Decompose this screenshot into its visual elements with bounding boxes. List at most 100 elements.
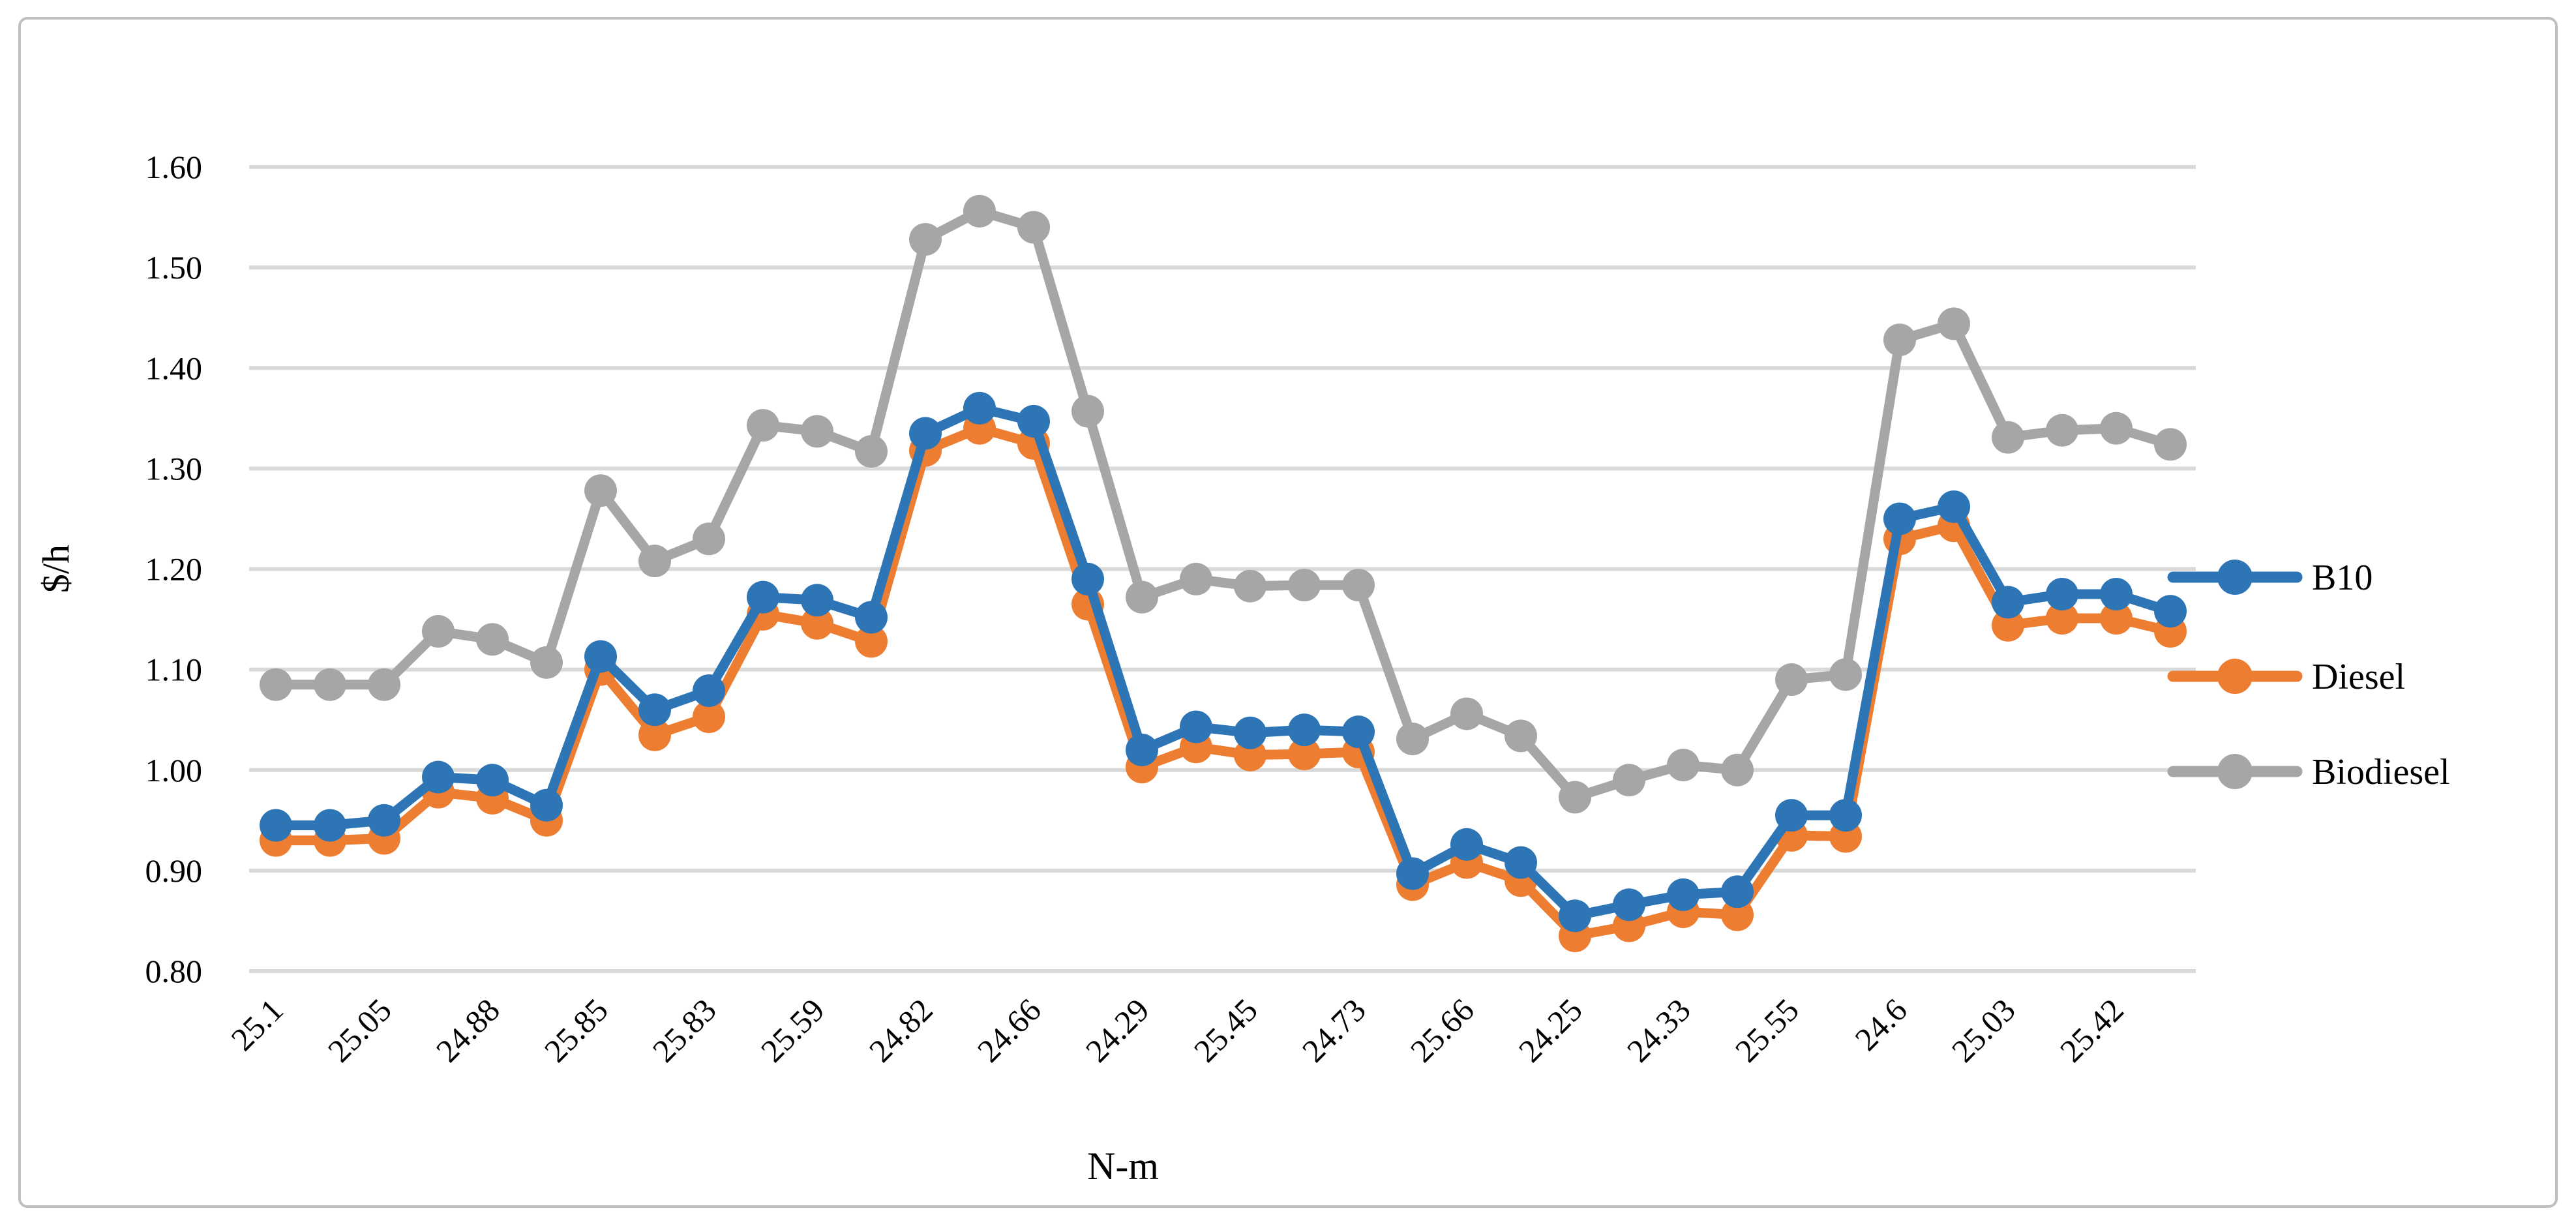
data-point-b10: [909, 417, 942, 450]
data-point-biodiesel: [530, 646, 563, 679]
y-tick-label: 1.30: [145, 450, 203, 487]
data-point-biodiesel: [909, 222, 942, 256]
data-point-biodiesel: [1450, 697, 1483, 730]
data-point-biodiesel: [1180, 562, 1212, 595]
data-point-biodiesel: [368, 668, 400, 701]
data-point-biodiesel: [1505, 719, 1537, 753]
data-point-biodiesel: [693, 522, 725, 556]
y-tick-label: 1.60: [145, 149, 203, 185]
data-point-biodiesel: [638, 545, 671, 578]
data-point-diesel: [693, 700, 725, 734]
data-point-biodiesel: [1234, 569, 1266, 603]
data-point-biodiesel: [1883, 323, 1916, 357]
data-point-b10: [1288, 713, 1321, 747]
data-point-b10: [422, 760, 455, 794]
data-point-biodiesel: [584, 474, 617, 507]
figure-border: [18, 17, 2558, 1208]
x-axis-title: N-m: [1087, 1145, 1159, 1188]
data-point-biodiesel: [2154, 428, 2187, 461]
data-point-b10: [747, 580, 779, 614]
data-point-b10: [1829, 799, 1862, 832]
data-point-biodiesel: [747, 409, 779, 442]
data-point-biodiesel: [1829, 658, 1862, 691]
data-point-biodiesel: [801, 415, 833, 448]
gridlines-layer: [249, 165, 2196, 973]
series-layer: [260, 194, 2187, 953]
data-point-b10: [1559, 899, 1591, 933]
data-point-b10: [2154, 595, 2187, 628]
data-point-b10: [693, 674, 725, 707]
data-point-b10: [1613, 888, 1645, 922]
y-tick-label: 1.20: [145, 551, 203, 588]
data-point-diesel: [855, 625, 888, 658]
data-point-b10: [1017, 404, 1050, 438]
y-tick-label: 1.10: [145, 652, 203, 688]
series-line-b10: [271, 403, 2176, 921]
data-point-b10: [1071, 562, 1104, 595]
data-point-b10: [314, 809, 346, 842]
data-point-biodiesel: [1126, 580, 1158, 614]
data-point-biodiesel: [260, 668, 292, 701]
legend-marker-b10: [2217, 560, 2253, 595]
y-tick-label: 0.80: [145, 953, 203, 989]
data-point-diesel: [801, 607, 833, 640]
data-point-b10: [1667, 878, 1700, 911]
legend-item-diesel: Diesel: [2167, 657, 2405, 697]
data-point-b10: [1721, 875, 1754, 908]
data-point-b10: [855, 601, 888, 634]
data-point-b10: [1180, 710, 1212, 743]
data-point-biodiesel: [1992, 421, 2024, 454]
data-point-biodiesel: [1396, 722, 1429, 755]
data-point-biodiesel: [422, 615, 455, 648]
data-point-b10: [1342, 715, 1375, 749]
legend-marker-biodiesel: [2217, 754, 2253, 789]
data-point-b10: [1126, 733, 1158, 766]
data-point-biodiesel: [1342, 569, 1375, 602]
data-point-b10: [963, 391, 996, 425]
data-point-biodiesel: [1721, 753, 1754, 787]
data-point-biodiesel: [1071, 395, 1104, 428]
data-point-biodiesel: [1559, 781, 1591, 814]
data-point-biodiesel: [1017, 211, 1050, 244]
data-point-b10: [1450, 828, 1483, 861]
data-point-b10: [530, 788, 563, 822]
data-point-b10: [1775, 799, 1808, 832]
data-point-b10: [2100, 578, 2133, 611]
y-axis-title: $/h: [35, 545, 77, 593]
data-point-biodiesel: [1613, 764, 1645, 797]
series-line-biodiesel: [271, 206, 2176, 802]
data-point-b10: [1883, 502, 1916, 535]
data-point-b10: [638, 693, 671, 727]
data-point-diesel: [1992, 608, 2024, 642]
legend-item-b10: B10: [2167, 558, 2373, 598]
y-tick-label: 1.50: [145, 249, 203, 286]
legend-label-b10: B10: [2312, 558, 2373, 598]
data-point-b10: [1938, 490, 1970, 523]
data-point-b10: [2046, 578, 2078, 611]
legend-item-biodiesel: Biodiesel: [2167, 752, 2450, 792]
y-tick-labels: 0.80 0.90 1.00 1.10 1.20 1.30 1.40 1.50 1.60: [145, 149, 203, 989]
data-point-b10: [1396, 857, 1429, 890]
y-tick-label: 1.40: [145, 350, 203, 386]
data-point-biodiesel: [476, 623, 509, 656]
legend-label-diesel: Diesel: [2312, 657, 2405, 697]
data-point-biodiesel: [963, 194, 996, 228]
data-point-biodiesel: [1667, 749, 1700, 782]
legend-marker-diesel: [2217, 659, 2253, 694]
data-point-b10: [260, 809, 292, 842]
legend-label-biodiesel: Biodiesel: [2312, 752, 2450, 792]
data-point-biodiesel: [314, 668, 346, 701]
data-point-b10: [1992, 586, 2024, 619]
data-point-b10: [584, 640, 617, 673]
data-point-b10: [368, 803, 400, 837]
data-point-biodiesel: [855, 435, 888, 468]
data-point-b10: [476, 764, 509, 797]
data-point-diesel: [1721, 898, 1754, 931]
data-point-biodiesel: [1775, 663, 1808, 697]
data-point-diesel: [2046, 602, 2078, 635]
data-point-diesel: [1288, 738, 1321, 771]
data-point-diesel: [2100, 602, 2133, 635]
data-point-biodiesel: [1938, 307, 1970, 340]
data-point-biodiesel: [2046, 413, 2078, 447]
